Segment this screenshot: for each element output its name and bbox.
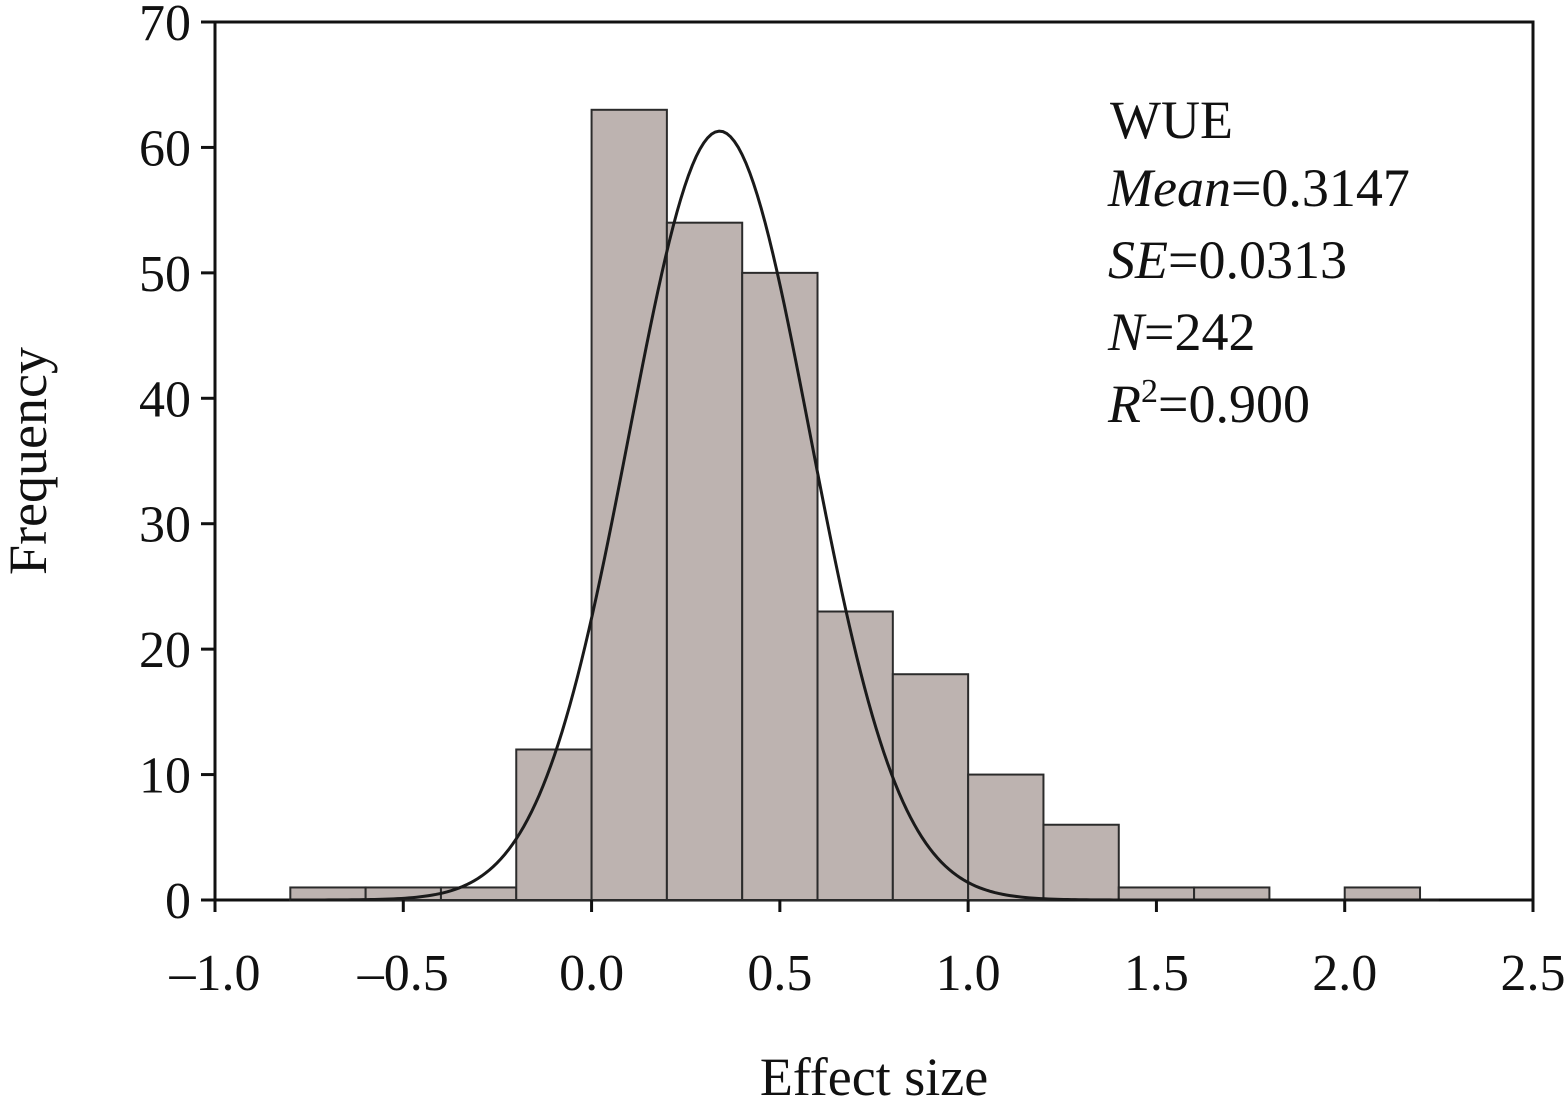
bars-group — [289, 108, 1422, 902]
x-tick-label-2: 0.0 — [559, 945, 624, 1002]
y-axis-title: Frequency — [0, 347, 58, 575]
histogram-bar-8 — [891, 673, 970, 901]
annotation-mean: Mean=0.3147 — [1107, 158, 1410, 218]
y-tick-label-3: 30 — [139, 497, 191, 554]
y-tick-label-2: 20 — [139, 622, 191, 679]
histogram-bar-0 — [289, 886, 367, 902]
histogram-bar-14 — [1343, 886, 1422, 902]
normal-fit-curve — [290, 129, 1439, 902]
annotation-r2: R2=0.900 — [1107, 373, 1310, 434]
histogram-bar-4 — [590, 108, 668, 902]
x-tick-label-4: 1.0 — [936, 945, 1001, 1002]
histogram-bar-3 — [515, 748, 593, 901]
y-tick-label-4: 40 — [139, 371, 191, 428]
annotation-se: SE=0.0313 — [1108, 230, 1347, 290]
annotation-n: N=242 — [1107, 302, 1256, 362]
y-axis-ticks: 0 10 20 30 40 50 60 70 — [139, 0, 215, 930]
y-tick-label-1: 10 — [139, 748, 191, 805]
x-tick-label-5: 1.5 — [1124, 945, 1189, 1002]
annotation-label: WUE — [1110, 90, 1233, 150]
x-tick-label-1: –0.5 — [357, 945, 449, 1002]
x-tick-label-6: 2.0 — [1312, 945, 1377, 1002]
stats-annotation: WUE Mean=0.3147 SE=0.0313 N=242 R2=0.900 — [1107, 90, 1410, 434]
histogram-bar-12 — [1193, 886, 1271, 902]
y-tick-label-0: 0 — [165, 873, 191, 930]
y-tick-label-7: 70 — [139, 0, 191, 52]
histogram-bar-6 — [741, 271, 819, 902]
histogram-bar-9 — [967, 773, 1045, 901]
histogram-bar-7 — [816, 610, 894, 901]
x-axis-title: Effect size — [760, 1047, 988, 1100]
x-tick-label-3: 0.5 — [747, 945, 812, 1002]
x-axis-ticks: –1.0 –0.5 0.0 0.5 1.0 1.5 2.0 2.5 — [169, 900, 1565, 1002]
histogram-bar-10 — [1042, 823, 1120, 901]
histogram-bar-5 — [665, 221, 744, 901]
y-tick-label-6: 60 — [139, 120, 191, 177]
x-tick-label-7: 2.5 — [1501, 945, 1565, 1002]
histogram-bar-11 — [1117, 886, 1196, 902]
x-tick-label-0: –1.0 — [169, 945, 261, 1002]
y-tick-label-5: 50 — [139, 246, 191, 303]
